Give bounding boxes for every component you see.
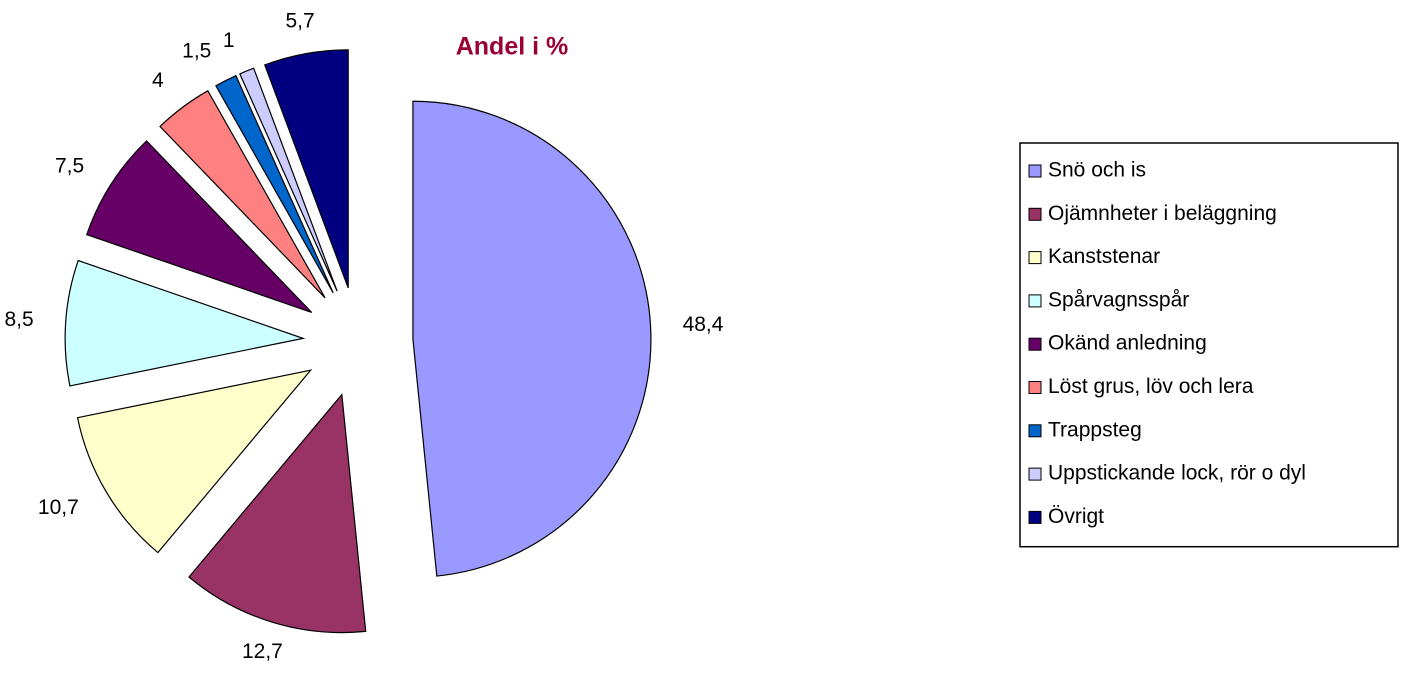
- legend-label: Okänd anledning: [1048, 332, 1207, 355]
- legend-label: Övrigt: [1048, 505, 1104, 528]
- legend-swatch: [1028, 381, 1042, 394]
- legend-swatch: [1028, 467, 1042, 481]
- legend-box: [1019, 142, 1399, 548]
- data-label: 5,7: [286, 10, 315, 33]
- pie-slice: [264, 49, 349, 289]
- legend-swatch: [1028, 510, 1042, 524]
- pie-slice: [188, 393, 367, 634]
- legend-swatch: [1028, 251, 1042, 265]
- data-label: 10,7: [38, 496, 79, 519]
- data-label: 7,5: [55, 155, 84, 178]
- legend-label: Uppstickande lock, rör o dyl: [1048, 462, 1306, 485]
- legend-label: Spårvagnsspår: [1048, 288, 1189, 311]
- data-label: 1,5: [182, 40, 211, 63]
- pie-slice: [64, 259, 306, 387]
- legend-label: Ojämnheter i beläggning: [1048, 202, 1277, 225]
- legend-swatch: [1028, 294, 1042, 308]
- legend-label: Kanststenar: [1048, 245, 1160, 268]
- pie-slice: [76, 369, 313, 554]
- data-label: 48,4: [683, 313, 724, 336]
- pie-slice: [215, 74, 334, 294]
- data-label: 1: [223, 29, 235, 52]
- legend-swatch: [1028, 207, 1042, 221]
- legend-label: Löst grus, löv och lera: [1048, 375, 1254, 398]
- legend-label: Trappsteg: [1048, 418, 1142, 441]
- legend-swatch: [1028, 164, 1042, 178]
- chart-title: Andel i %: [456, 33, 569, 61]
- pie-slice: [239, 67, 338, 292]
- legend-swatch: [1028, 424, 1042, 438]
- legend-label: Snö och is: [1048, 159, 1146, 182]
- pie-slice: [412, 100, 652, 577]
- pie-slice: [85, 140, 313, 313]
- data-label: 8,5: [5, 308, 34, 331]
- data-label: 12,7: [242, 640, 283, 663]
- data-label: 4: [152, 69, 164, 92]
- pie-slice: [159, 89, 326, 299]
- legend-swatch: [1028, 337, 1042, 351]
